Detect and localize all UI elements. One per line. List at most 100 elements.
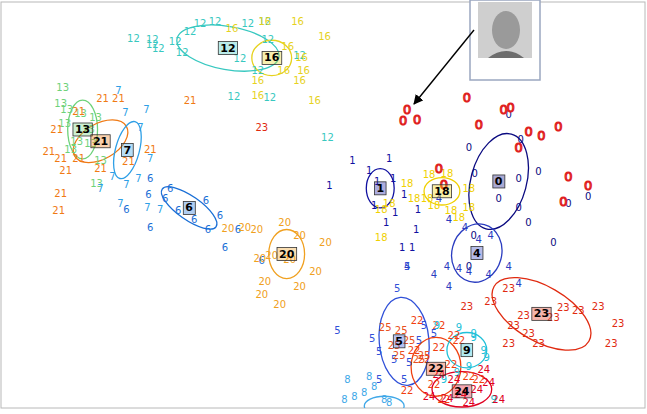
point-label: 12 [146, 34, 159, 45]
point-label: 4 [446, 214, 452, 225]
point-label: 4 [446, 281, 452, 292]
point-label: 4 [486, 269, 492, 280]
point-label: 23 [255, 122, 268, 133]
cluster-center: 0 [493, 175, 505, 188]
point-label: 6 [217, 210, 223, 221]
point-label: 20 [255, 289, 268, 300]
point-label: 21 [52, 205, 65, 216]
point-label: 16 [281, 41, 294, 52]
point-label: 21 [42, 146, 55, 157]
center-box [393, 335, 405, 348]
center-box [426, 362, 445, 375]
point-label: 21 [50, 124, 63, 135]
point-label: 5 [401, 374, 407, 385]
point-label: 0 [515, 173, 521, 184]
point-label: 16 [308, 95, 321, 106]
point-label: 8 [341, 394, 347, 405]
point-label: 4 [444, 261, 450, 272]
point-label: 0 [514, 140, 522, 155]
point-label: 23 [557, 302, 570, 313]
point-label: 23 [592, 301, 605, 312]
center-box [374, 182, 386, 195]
cluster-center: 23 [532, 307, 551, 320]
center-label: 18 [434, 185, 449, 198]
point-label: 21 [94, 163, 107, 174]
cluster-center: 4 [471, 247, 483, 260]
cluster-center: 13 [73, 123, 92, 136]
point-label: 16 [297, 65, 310, 76]
point-label: 16 [258, 16, 271, 27]
center-box [432, 185, 451, 198]
point-label: 24 [423, 391, 436, 402]
point-label: 0 [435, 161, 443, 176]
center-box [452, 385, 472, 398]
point-label: 1 [409, 242, 415, 253]
center-label: 5 [395, 335, 403, 348]
cluster-ellipse [459, 127, 538, 236]
point-label: 20 [293, 281, 306, 292]
point-label: 16 [318, 31, 331, 42]
point-label: 7 [144, 202, 150, 213]
point-label: 4 [476, 234, 482, 245]
cluster-center: 12 [218, 42, 237, 55]
point-label: 0 [515, 202, 521, 213]
point-label: 0 [550, 237, 556, 248]
point-label: 0 [535, 166, 541, 177]
point-label: 12 [321, 132, 334, 143]
cluster-center: 22 [426, 362, 445, 375]
point-label: 5 [404, 261, 410, 272]
point-label: 24 [477, 364, 490, 375]
point-label: 21 [96, 93, 109, 104]
pointer-arrow [414, 30, 474, 104]
point-label: 23 [502, 338, 515, 349]
point-label: 7 [97, 183, 103, 194]
center-label: 0 [495, 175, 503, 188]
point-label: 23 [484, 296, 497, 307]
point-label: 18 [462, 183, 475, 194]
cluster-center: 7 [122, 144, 134, 157]
point-label: 0 [564, 169, 572, 184]
cluster-center: 6 [183, 201, 195, 214]
point-label: 20 [222, 223, 235, 234]
point-label: 18 [375, 232, 388, 243]
point-label: 6 [123, 204, 129, 215]
point-label: 16 [251, 90, 264, 101]
point-label: 21 [72, 106, 85, 117]
center-box [493, 175, 505, 188]
thumbnail-frame [470, 0, 540, 80]
center-label: 16 [264, 51, 280, 64]
point-label: 4 [456, 263, 462, 274]
point-label: 0 [466, 142, 472, 153]
point-label: 7 [143, 104, 149, 115]
thumbnail-photo [478, 2, 532, 58]
center-label: 20 [279, 248, 295, 261]
point-label: 5 [334, 325, 340, 336]
point-label: 21 [122, 156, 135, 167]
point-label: 7 [137, 122, 143, 133]
point-label: 9 [434, 320, 440, 331]
point-label: 16 [277, 65, 290, 76]
cluster-ellipse [445, 218, 508, 288]
point-label: 22 [428, 379, 441, 390]
point-label: 6 [191, 214, 197, 225]
point-label: 21 [72, 153, 85, 164]
point-label: 20 [265, 250, 278, 261]
point-label: 1 [326, 180, 332, 191]
point-label: 22 [433, 342, 446, 353]
point-label: 8 [366, 371, 372, 382]
thumbnail-shoulders [488, 51, 524, 58]
point-label: 4 [505, 261, 511, 272]
point-label: 12 [127, 33, 140, 44]
point-label: 4 [488, 230, 494, 241]
point-label: 18 [383, 198, 396, 209]
cluster-ellipse [155, 179, 222, 236]
point-label: 12 [258, 16, 271, 27]
point-label: 25 [379, 322, 392, 333]
center-label: 23 [534, 307, 549, 320]
center-box [277, 248, 297, 261]
point-label: 18 [408, 193, 421, 204]
center-box [218, 42, 237, 55]
center-label: 4 [473, 247, 481, 260]
point-label: 1 [390, 173, 396, 184]
point-label: 13 [89, 112, 102, 123]
